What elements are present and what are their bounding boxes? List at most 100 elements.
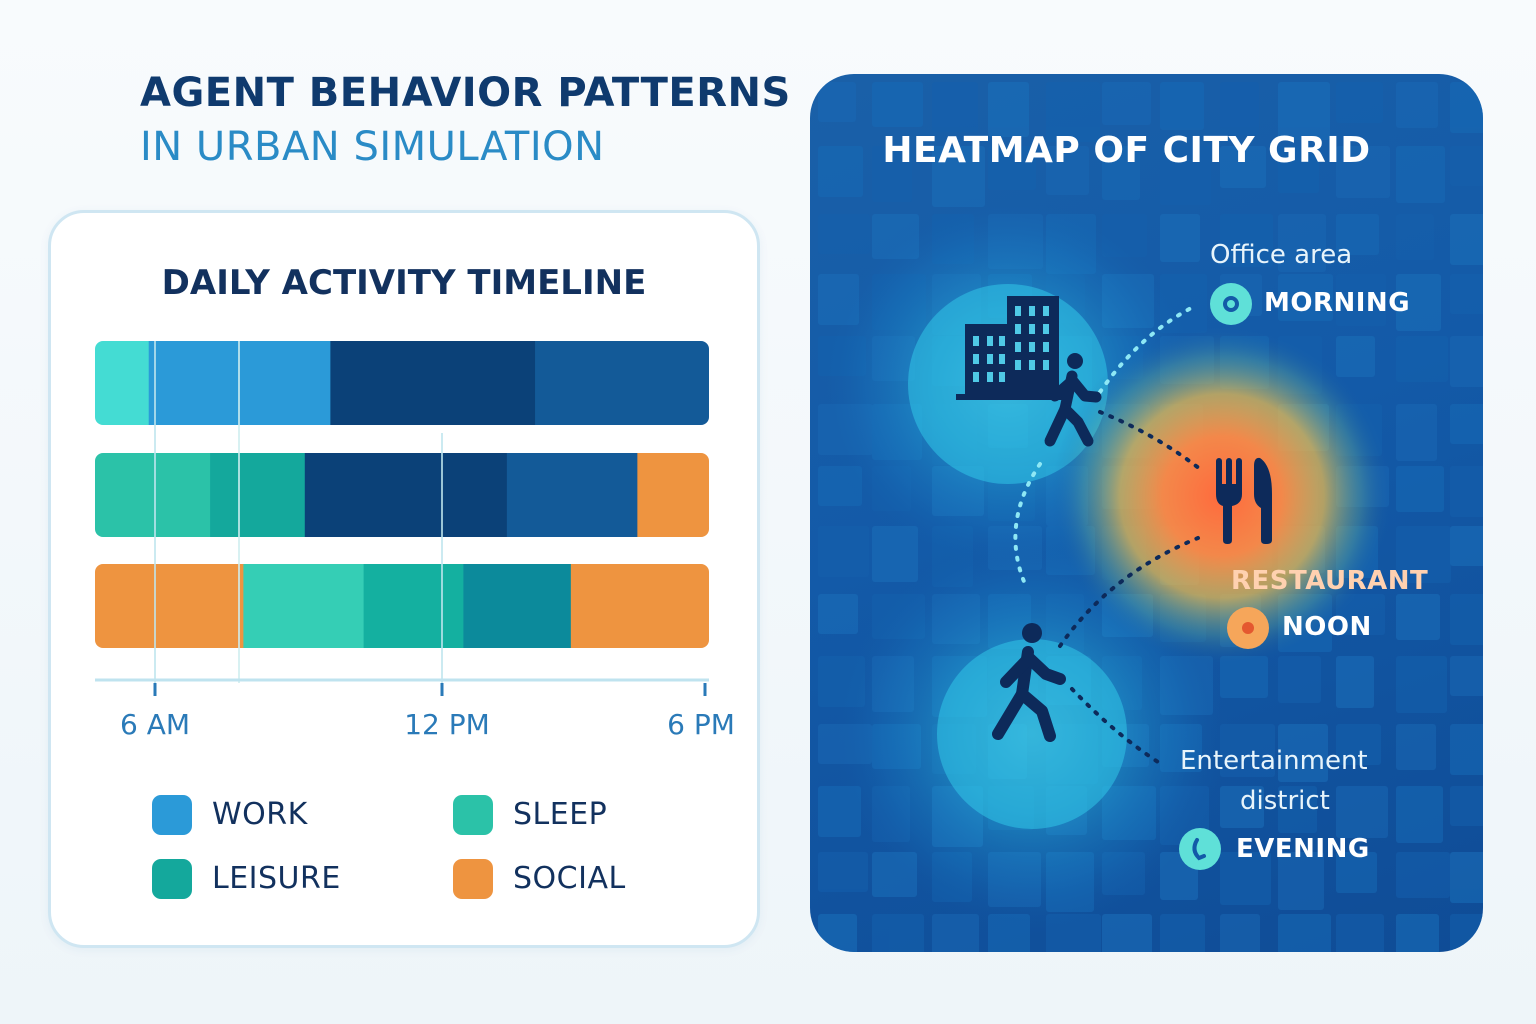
city-block	[1046, 146, 1089, 195]
city-block	[1396, 786, 1443, 843]
timeline-segment-r2-s5	[637, 453, 709, 537]
city-block	[1102, 914, 1152, 952]
city-block	[1450, 82, 1483, 133]
city-block	[818, 146, 863, 197]
path-office-to-morning	[1098, 304, 1197, 394]
walking-person-icon	[992, 623, 1066, 742]
legend-label-work: WORK	[212, 797, 308, 832]
path-entertainment-to-label	[1070, 687, 1160, 764]
timeline-segment-r3-s5	[570, 564, 709, 648]
city-block	[1450, 724, 1483, 775]
city-block	[1450, 274, 1483, 314]
city-block	[1450, 914, 1483, 952]
city-block	[1278, 214, 1326, 272]
evening-label: EVENING	[1236, 834, 1370, 864]
city-block	[932, 82, 978, 132]
guide-lines	[154, 341, 443, 683]
legend-swatch-social	[453, 859, 493, 899]
city-block	[988, 82, 1029, 137]
city-block	[1450, 852, 1483, 903]
city-block	[872, 146, 912, 202]
timeline-row-2	[95, 453, 709, 537]
city-block	[1220, 914, 1260, 952]
clock-icon	[1227, 607, 1269, 649]
timeline-segment-r2-s1	[95, 453, 211, 537]
city-block	[1396, 336, 1448, 382]
timeline-row-3	[95, 564, 709, 648]
legend-swatch-sleep	[453, 795, 493, 835]
legend-label-social: SOCIAL	[513, 861, 626, 896]
city-block	[1278, 82, 1330, 140]
city-block	[1160, 82, 1204, 130]
timeline-segment-r2-s2	[210, 453, 306, 537]
city-block	[872, 82, 923, 127]
timeline-segment-r3-s2	[243, 564, 365, 648]
city-block	[1278, 146, 1319, 193]
city-block	[1336, 274, 1386, 326]
city-block	[932, 914, 979, 952]
entertainment-label-line2: district	[1240, 786, 1330, 816]
city-block	[1278, 852, 1324, 910]
timeline-segment-r3-s1	[95, 564, 244, 648]
city-block	[1278, 724, 1328, 782]
city-block	[1396, 82, 1438, 128]
morning-label: MORNING	[1264, 288, 1411, 318]
timeline-segment-r1-s1	[95, 341, 150, 425]
sun-icon	[1210, 283, 1252, 325]
axis-label-6pm: 6 PM	[667, 708, 735, 741]
legend-swatch-leisure	[152, 859, 192, 899]
office-area-label: Office area	[1210, 240, 1353, 270]
city-block	[1450, 786, 1483, 826]
timeline-segment-r1-s3	[330, 341, 536, 425]
axis-label-6am: 6 AM	[120, 708, 190, 741]
city-block	[932, 146, 985, 207]
city-block	[1278, 914, 1331, 952]
buildings-icon	[956, 296, 1066, 400]
timeline-chart: 6 AM 12 PM 6 PM	[95, 341, 735, 741]
timeline-segment-r2-s4	[506, 453, 638, 537]
city-block	[1220, 214, 1273, 267]
city-block	[1450, 146, 1483, 186]
city-block	[1102, 146, 1140, 200]
city-block	[1220, 724, 1275, 777]
city-block	[1396, 594, 1440, 640]
city-block	[1220, 786, 1264, 828]
walking-person-icon	[1044, 353, 1102, 447]
path-office-to-entertainment	[1013, 462, 1042, 586]
city-block	[1450, 404, 1483, 444]
axis-label-12pm: 12 PM	[404, 708, 490, 741]
city-block	[1336, 914, 1384, 952]
city-block	[1102, 82, 1151, 125]
fork-knife-icon	[1216, 457, 1272, 544]
city-block	[1220, 656, 1268, 698]
noon-label: NOON	[1282, 612, 1372, 642]
path-entertainment-to-restaurant	[1058, 536, 1200, 648]
restaurant-label: RESTAURANT	[1231, 566, 1429, 596]
timeline-segment-r3-s4	[463, 564, 572, 648]
city-block	[1046, 82, 1100, 142]
timeline-title: DAILY ACTIVITY TIMELINE	[161, 263, 647, 303]
city-block	[1336, 82, 1383, 123]
city-block	[1450, 214, 1483, 265]
entertainment-label-line1: Entertainment	[1180, 746, 1368, 776]
city-block	[1396, 404, 1437, 461]
city-block	[1336, 336, 1375, 377]
city-block	[1396, 274, 1441, 331]
city-block	[1336, 852, 1377, 893]
city-map	[818, 82, 1483, 952]
city-block	[1336, 786, 1388, 838]
city-block	[988, 146, 1036, 190]
city-block	[1220, 146, 1266, 188]
legend-swatch-work	[152, 795, 192, 835]
city-block	[818, 914, 857, 952]
entertainment-hotspot-inner	[937, 639, 1127, 829]
city-block	[1278, 786, 1317, 833]
city-block	[1396, 656, 1447, 713]
path-office-to-restaurant	[1098, 410, 1202, 471]
heatmap-card: HEATMAP OF CITY GRID Office area MORNING…	[810, 74, 1483, 952]
city-block	[872, 914, 924, 952]
city-block	[1336, 656, 1374, 708]
timeline-segment-r2-s3	[304, 453, 508, 537]
city-block	[1336, 146, 1390, 198]
page-subtitle: IN URBAN SIMULATION	[140, 124, 605, 170]
